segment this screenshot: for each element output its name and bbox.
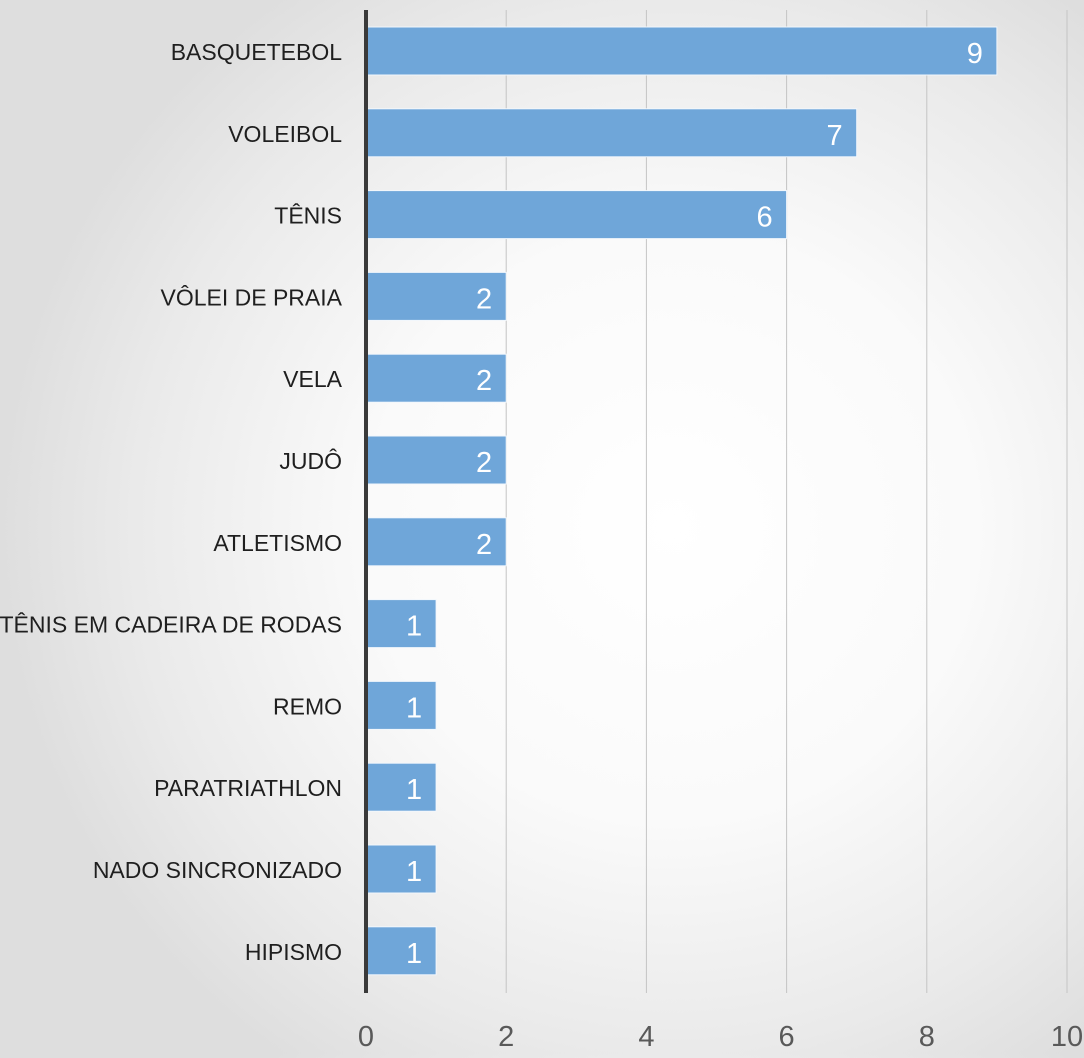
bar <box>365 680 437 730</box>
category-label: BASQUETEBOL <box>171 39 342 65</box>
category-label: VOLEIBOL <box>228 121 342 147</box>
category-label: TÊNIS <box>274 203 342 229</box>
x-tick-label: 4 <box>638 1021 654 1053</box>
category-label: VELA <box>283 366 342 392</box>
x-tick-label: 8 <box>919 1021 935 1053</box>
category-label: JUDÔ <box>279 447 342 474</box>
category-label: NADO SINCRONIZADO <box>93 857 342 883</box>
category-label: ATLETISMO <box>213 530 342 556</box>
bar <box>365 271 507 321</box>
x-tick-label: 0 <box>358 1021 374 1053</box>
bars <box>365 26 998 976</box>
bar <box>365 108 858 158</box>
data-label: 1 <box>406 692 422 724</box>
category-label: TÊNIS EM CADEIRA DE RODAS <box>0 612 342 638</box>
x-tick-label: 6 <box>779 1021 795 1053</box>
bar <box>365 190 788 240</box>
x-tick-labels: 0 2 4 6 8 10 <box>358 1021 1083 1053</box>
bar <box>365 517 507 567</box>
data-label: 7 <box>827 120 843 152</box>
category-label: REMO <box>273 693 342 719</box>
x-tick-label: 10 <box>1051 1021 1083 1053</box>
data-label: 2 <box>476 447 492 479</box>
category-label: PARATRIATHLON <box>154 775 342 801</box>
bar <box>365 844 437 894</box>
gridlines <box>505 10 1068 993</box>
data-label: 6 <box>756 202 772 234</box>
data-label: 1 <box>406 611 422 643</box>
data-label: 2 <box>476 529 492 561</box>
data-label: 9 <box>967 38 983 70</box>
data-label: 1 <box>406 938 422 970</box>
bar <box>365 435 507 485</box>
data-labels: 9 7 6 2 2 2 2 1 1 1 1 1 <box>406 38 983 970</box>
bar <box>365 926 437 976</box>
data-label: 2 <box>476 365 492 397</box>
x-tick-label: 2 <box>498 1021 514 1053</box>
bar <box>365 762 437 812</box>
category-label: HIPISMO <box>245 939 342 965</box>
data-label: 1 <box>406 774 422 806</box>
bar <box>365 26 998 76</box>
category-label: VÔLEI DE PRAIA <box>160 283 342 310</box>
category-labels: BASQUETEBOL VOLEIBOL TÊNIS VÔLEI DE PRAIA VE… <box>0 39 343 965</box>
data-label: 1 <box>406 856 422 888</box>
bar <box>365 599 437 649</box>
data-label: 2 <box>476 283 492 315</box>
